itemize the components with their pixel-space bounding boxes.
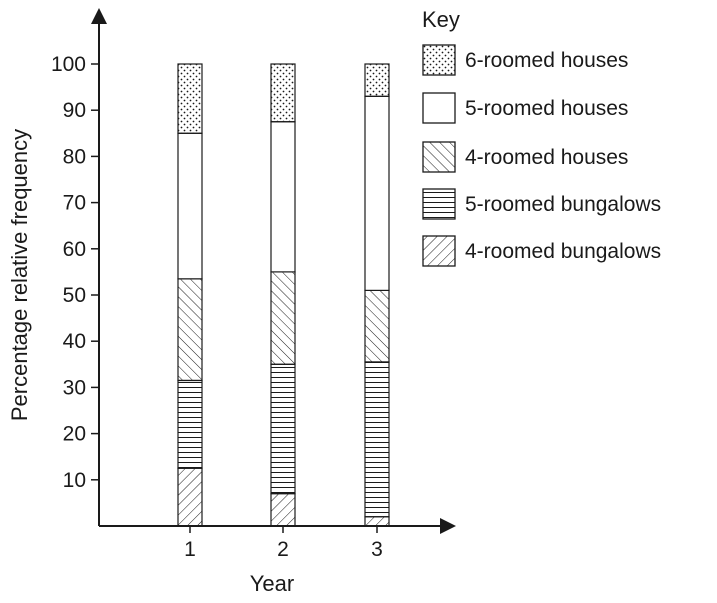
legend-title: Key — [422, 7, 460, 32]
bar-segment — [177, 132, 203, 280]
bar-segment — [177, 467, 203, 527]
legend-swatch — [422, 92, 456, 124]
legend-label: 4-roomed houses — [465, 146, 628, 169]
bar-segment — [364, 516, 390, 527]
bar-segment — [177, 63, 203, 134]
bar-segment — [364, 95, 390, 291]
y-axis-label: Percentage relative frequency — [7, 129, 32, 421]
legend-swatch — [422, 44, 456, 76]
y-ticks: 10 20 30 40 50 60 70 80 90 100 — [51, 53, 99, 492]
x-tick-label: 1 — [184, 538, 196, 561]
bar-segment — [177, 278, 203, 382]
bars — [177, 63, 390, 527]
y-tick-label: 100 — [51, 53, 86, 76]
y-tick-label: 10 — [63, 469, 86, 492]
legend-swatch — [422, 235, 456, 267]
y-tick-label: 80 — [63, 145, 86, 168]
x-ticks: 1 2 3 — [184, 526, 383, 561]
y-axis-arrow — [91, 8, 107, 24]
bar-segment — [177, 379, 203, 469]
bar-segment — [270, 121, 296, 273]
legend: Key 6-roomed houses 5-roomed houses 4-room… — [422, 7, 661, 267]
x-tick-label: 3 — [371, 538, 383, 561]
bar-segment — [364, 63, 390, 97]
bar-segment — [364, 289, 390, 363]
bar-segment — [270, 271, 296, 365]
y-tick-label: 50 — [63, 284, 86, 307]
y-tick-label: 40 — [63, 330, 86, 353]
legend-swatch — [422, 141, 456, 173]
legend-label: 6-roomed houses — [465, 49, 628, 72]
legend-label: 5-roomed bungalows — [465, 193, 661, 216]
bar-segment — [270, 363, 296, 495]
y-tick-label: 70 — [63, 192, 86, 215]
y-tick-label: 30 — [63, 376, 86, 399]
x-axis-arrow — [440, 518, 456, 534]
bar-segment — [270, 63, 296, 123]
bar-segment — [364, 361, 390, 518]
legend-label: 4-roomed bungalows — [465, 240, 661, 263]
bar-segment — [270, 493, 296, 527]
x-axis-label: Year — [250, 571, 294, 596]
legend-swatch — [422, 188, 456, 220]
legend-label: 5-roomed houses — [465, 97, 628, 120]
x-tick-label: 2 — [277, 538, 289, 561]
y-tick-label: 60 — [63, 238, 86, 261]
y-tick-label: 20 — [63, 423, 86, 446]
y-tick-label: 90 — [63, 99, 86, 122]
